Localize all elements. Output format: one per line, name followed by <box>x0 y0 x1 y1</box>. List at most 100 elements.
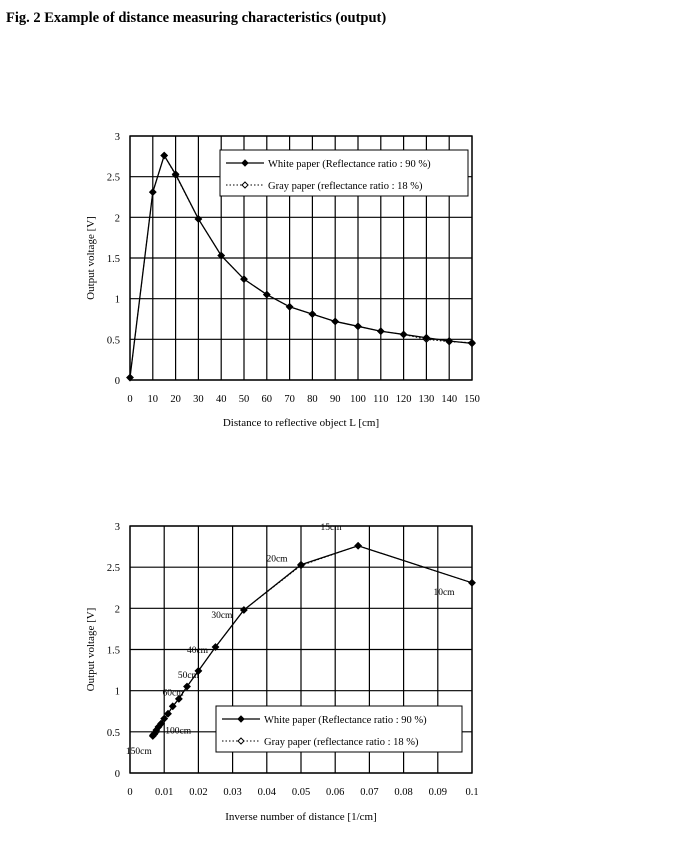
data-point-white-paper <box>262 290 271 299</box>
x-tick-label: 0 <box>127 787 132 798</box>
legend-label: Gray paper (reflectance ratio : 18 %) <box>264 737 419 748</box>
x-tick-label: 60 <box>262 394 273 405</box>
data-point-white-paper <box>331 317 340 326</box>
y-tick-label: 0 <box>115 376 120 387</box>
distance-annotation: 40cm <box>187 646 209 656</box>
x-tick-label: 0.02 <box>189 787 207 798</box>
legend: White paper (Reflectance ratio : 90 %) Gr… <box>219 149 469 197</box>
x-tick-label: 140 <box>441 394 457 405</box>
data-point-white-paper <box>217 251 226 260</box>
y-tick-label: 1 <box>115 295 120 306</box>
x-tick-label: 20 <box>170 394 181 405</box>
legend: White paper (Reflectance ratio : 90 %) Gr… <box>215 705 463 753</box>
x-tick-label: 0.1 <box>465 787 478 798</box>
legend-swatch-marker <box>237 737 245 745</box>
x-tick-label: 0 <box>127 394 132 405</box>
data-point-white-paper <box>239 606 248 614</box>
x-tick-label: 0.07 <box>360 787 378 798</box>
data-point-white-paper <box>171 170 180 179</box>
data-point-white-paper <box>376 327 385 336</box>
x-tick-label: 150 <box>464 394 480 405</box>
plot-frame <box>129 135 473 381</box>
distance-annotation: 150cm <box>126 747 152 757</box>
x-tick-label: 100 <box>350 394 366 405</box>
data-point-white-paper <box>174 694 183 703</box>
data-point-white-paper <box>126 373 134 382</box>
x-axis-label: Inverse number of distance [1/cm] <box>225 811 377 823</box>
data-point-white-paper <box>183 682 191 691</box>
data-point-white-paper <box>148 188 157 197</box>
data-point-white-paper <box>164 709 172 718</box>
legend-box <box>215 705 463 753</box>
y-tick-label: 2 <box>115 604 120 615</box>
data-point-white-paper <box>240 275 248 284</box>
data-point-white-paper <box>211 643 220 651</box>
x-tick-label: 0.06 <box>326 787 344 798</box>
x-tick-label: 0.09 <box>429 787 447 798</box>
y-tick-label: 0 <box>115 769 120 780</box>
x-tick-label: 0.05 <box>292 787 310 798</box>
y-tick-label: 0.5 <box>107 728 120 739</box>
legend-label: White paper (Reflectance ratio : 90 %) <box>264 715 427 726</box>
distance-annotation: 100cm <box>165 727 191 737</box>
data-point-white-paper <box>468 578 476 587</box>
legend-label: White paper (Reflectance ratio : 90 %) <box>268 159 431 170</box>
data-point-white-paper <box>354 322 362 331</box>
figure-title: Fig. 2 Example of distance measuring cha… <box>6 10 387 26</box>
x-axis-label: Distance to reflective object L [cm] <box>223 417 379 429</box>
data-point-white-paper <box>160 714 169 723</box>
x-tick-label: 10 <box>148 394 159 405</box>
data-point-white-paper <box>168 702 177 711</box>
distance-annotation: 15cm <box>321 523 343 533</box>
legend-label: Gray paper (reflectance ratio : 18 %) <box>268 181 423 192</box>
data-point-white-paper <box>445 337 454 345</box>
y-axis-label: Output voltage [V] <box>85 608 97 692</box>
x-tick-label: 50 <box>239 394 250 405</box>
legend-swatch-marker <box>241 159 249 167</box>
chart-2: 0 0.01 0.02 0.03 0.04 0.05 0.06 0.07 0.08 0.09 0.1… <box>85 522 479 823</box>
x-tick-label: 0.04 <box>258 787 277 798</box>
y-tick-label: 2.5 <box>107 173 120 184</box>
legend-swatch-marker <box>237 715 245 723</box>
y-tick-label: 2 <box>115 213 120 224</box>
data-point-white-paper <box>285 302 294 311</box>
y-tick-label: 1.5 <box>107 254 120 265</box>
y-tick-label: 3 <box>115 132 120 143</box>
legend-box <box>219 149 469 197</box>
data-point-white-paper <box>308 310 317 319</box>
series-white-paper <box>126 151 476 382</box>
x-tick-label: 0.08 <box>394 787 412 798</box>
data-point-white-paper <box>468 339 476 348</box>
series-white-paper <box>148 541 476 740</box>
x-tick-label: 30 <box>193 394 204 405</box>
data-point-white-paper <box>399 330 408 339</box>
data-point-white-paper <box>354 541 363 550</box>
distance-annotation: 60cm <box>162 689 184 699</box>
distance-annotation: 50cm <box>178 671 200 681</box>
y-tick-label: 2.5 <box>107 563 120 574</box>
distance-annotation: 10cm <box>433 588 455 598</box>
x-tick-label: 70 <box>284 394 295 405</box>
data-point-white-paper <box>422 333 431 342</box>
data-point-white-paper <box>157 719 165 728</box>
y-tick-label: 3 <box>115 522 120 533</box>
data-point-white-paper <box>297 560 305 569</box>
distance-annotation: 30cm <box>211 611 233 621</box>
chart-1: 0 10 20 30 40 50 60 70 80 90 100 110 120 130 140 150 0 0.… <box>85 132 480 429</box>
data-point-white-paper <box>194 215 203 223</box>
data-point-white-paper <box>160 151 169 160</box>
x-tick-label: 80 <box>307 394 318 405</box>
y-axis-label: Output voltage [V] <box>85 216 97 300</box>
x-tick-label: 40 <box>216 394 227 405</box>
distance-annotation: 20cm <box>266 555 288 565</box>
x-tick-label: 130 <box>419 394 435 405</box>
y-tick-label: 0.5 <box>107 335 120 346</box>
y-tick-label: 1.5 <box>107 646 120 657</box>
x-tick-label: 110 <box>373 394 388 405</box>
legend-swatch-marker <box>241 181 249 189</box>
y-tick-label: 1 <box>115 687 120 698</box>
x-tick-label: 0.01 <box>155 787 173 798</box>
data-point-white-paper <box>194 666 203 675</box>
x-tick-label: 90 <box>330 394 341 405</box>
